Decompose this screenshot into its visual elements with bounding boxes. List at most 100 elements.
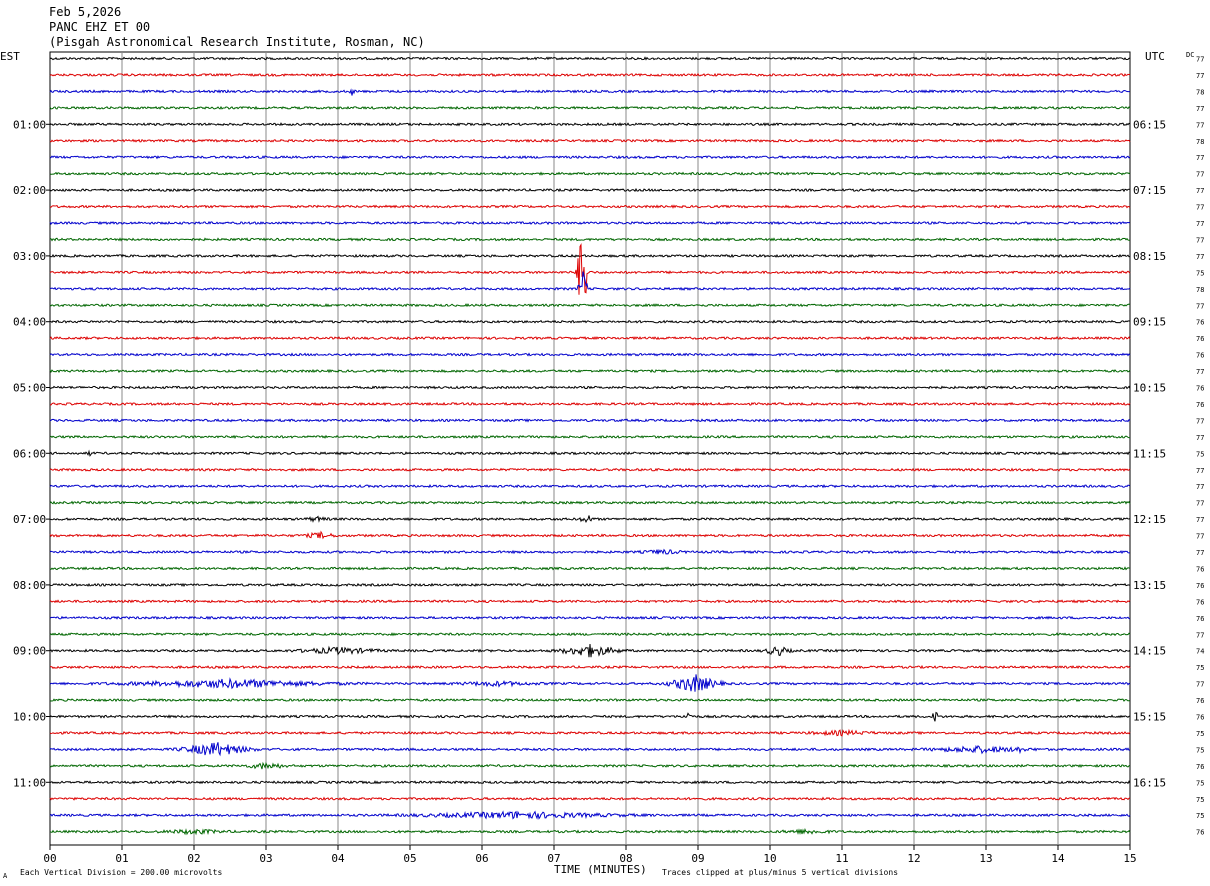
- dc-offset-value: 77: [1196, 220, 1204, 228]
- trace-row: [49, 483, 1131, 489]
- utc-hour-label: 12:15: [1133, 513, 1166, 526]
- trace-row: [49, 401, 1131, 407]
- corner-mark: A: [3, 872, 8, 880]
- est-hour-labels: 01:00 02:00 03:00 04:00 05:00 06:00 07:00 08:00…: [13, 118, 50, 789]
- trace-row: [49, 643, 1131, 658]
- trace-row: [49, 615, 1131, 620]
- utc-hour-label: 10:15: [1133, 382, 1166, 395]
- x-tick-label: 07: [547, 852, 560, 865]
- dc-offset-value: 77: [1196, 417, 1204, 425]
- dc-offset-value: 76: [1196, 615, 1204, 623]
- utc-hour-label: 11:15: [1133, 447, 1166, 460]
- trace-row: [49, 319, 1131, 324]
- dc-offset-value: 77: [1196, 516, 1204, 524]
- est-axis-label: EST: [0, 50, 20, 63]
- x-tick-label: 12: [907, 852, 920, 865]
- trace-row: [49, 728, 1131, 737]
- trace-row: [49, 303, 1131, 308]
- est-hour-label: 11:00: [13, 776, 46, 789]
- dc-offset-value: 77: [1196, 368, 1204, 376]
- dc-offset-value: 77: [1196, 533, 1204, 541]
- trace-row: [49, 72, 1131, 78]
- dc-offset-value: 75: [1196, 796, 1204, 804]
- trace-row: [49, 742, 1131, 757]
- trace-row: [49, 138, 1131, 143]
- dc-offset-value: 77: [1196, 549, 1204, 557]
- trace-row: [49, 780, 1131, 785]
- trace-row: [49, 500, 1131, 505]
- clip-note: Traces clipped at plus/minus 5 vertical …: [662, 868, 898, 877]
- trace-row: [49, 711, 1131, 722]
- x-tick-label: 13: [979, 852, 992, 865]
- trace-row: [49, 56, 1131, 61]
- trace-row: [49, 271, 1131, 291]
- x-tick-label: 02: [187, 852, 200, 865]
- trace-row: [49, 467, 1131, 472]
- trace-row: [49, 434, 1131, 439]
- utc-hour-label: 07:15: [1133, 184, 1166, 197]
- est-hour-label: 04:00: [13, 316, 46, 329]
- est-hour-label: 09:00: [13, 645, 46, 658]
- dc-offset-value: 76: [1196, 598, 1204, 606]
- trace-row: [49, 828, 1131, 836]
- x-tick-label: 15: [1123, 852, 1136, 865]
- dc-offset-value: 76: [1196, 763, 1204, 771]
- dc-offset-value: 78: [1196, 138, 1204, 146]
- dc-offset-value: 77: [1196, 72, 1204, 80]
- trace-row: [49, 204, 1131, 209]
- trace-row: [49, 548, 1131, 555]
- trace-row: [49, 599, 1131, 604]
- x-tick-label: 01: [115, 852, 128, 865]
- trace-row: [49, 697, 1131, 703]
- dc-offset-value: 77: [1196, 171, 1204, 179]
- trace-row: [49, 187, 1131, 193]
- x-tick-label: 14: [1051, 852, 1065, 865]
- trace-row: [49, 88, 1131, 96]
- scale-note: Each Vertical Division = 200.00 microvol…: [20, 868, 222, 877]
- time-grid: [49, 51, 1131, 846]
- est-hour-label: 10:00: [13, 711, 46, 724]
- trace-row: [49, 220, 1131, 226]
- x-axis-title: TIME (MINUTES): [554, 863, 647, 876]
- dc-offset-value: 78: [1196, 286, 1204, 294]
- trace-row: [49, 237, 1131, 242]
- dc-offset-value: 77: [1196, 631, 1204, 639]
- dc-offset-value: 77: [1196, 467, 1204, 475]
- x-tick-label: 10: [763, 852, 776, 865]
- x-tick-label: 09: [691, 852, 704, 865]
- trace-row: [49, 352, 1131, 357]
- utc-hour-label: 14:15: [1133, 645, 1166, 658]
- trace-row: [49, 368, 1131, 374]
- est-hour-label: 03:00: [13, 250, 46, 263]
- trace-row: [49, 242, 1131, 295]
- utc-axis-label: UTC: [1145, 50, 1165, 63]
- trace-row: [49, 418, 1131, 423]
- dc-offset-value: 76: [1196, 335, 1204, 343]
- est-hour-label: 01:00: [13, 118, 46, 131]
- est-hour-label: 02:00: [13, 184, 46, 197]
- x-tick-label: 08: [619, 852, 632, 865]
- dc-offset-value: 77: [1196, 204, 1204, 212]
- utc-hour-label: 15:15: [1133, 711, 1166, 724]
- station-label: PANC EHZ ET 00: [49, 20, 150, 34]
- x-tick-label: 04: [331, 852, 345, 865]
- trace-row: [49, 105, 1131, 110]
- utc-hour-label: 06:15: [1133, 118, 1166, 131]
- location-label: (Pisgah Astronomical Research Institute,…: [49, 35, 425, 49]
- dc-offset-value: 75: [1196, 269, 1204, 277]
- utc-hour-label: 16:15: [1133, 776, 1166, 789]
- utc-hour-label: 13:15: [1133, 579, 1166, 592]
- dc-offset-value: 75: [1196, 730, 1204, 738]
- trace-row: [49, 674, 1131, 692]
- dc-offset-value: 75: [1196, 812, 1204, 820]
- x-tick-label: 11: [835, 852, 848, 865]
- dc-offset-value: 75: [1196, 664, 1204, 672]
- x-tick-label: 00: [43, 852, 56, 865]
- trace-row: [49, 171, 1131, 176]
- dc-offset-value: 77: [1196, 236, 1204, 244]
- dc-offset-value: 75: [1196, 746, 1204, 754]
- dc-offset-value: 77: [1196, 302, 1204, 310]
- plot-frame: [49, 51, 1131, 846]
- trace-row: [49, 566, 1131, 571]
